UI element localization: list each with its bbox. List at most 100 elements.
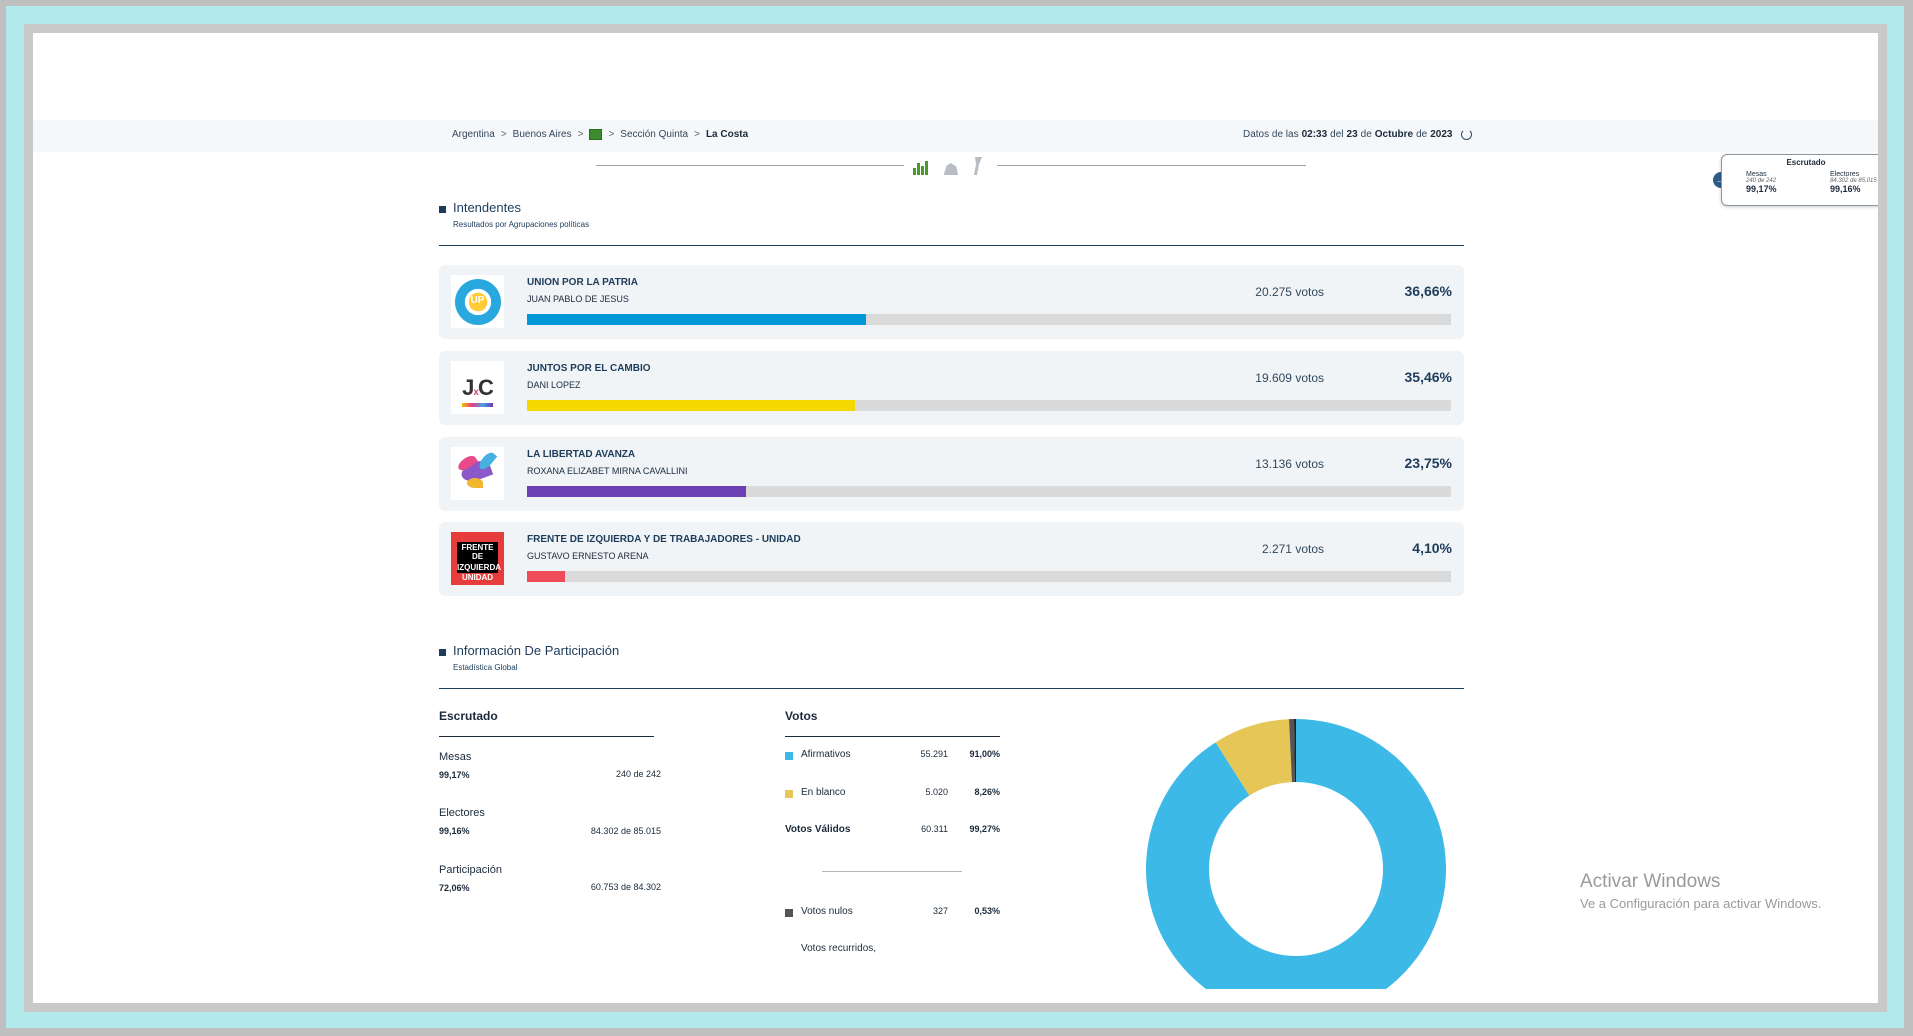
card-mesas-label: Mesas xyxy=(1746,171,1767,178)
fit-logo-line: FRENTE DE xyxy=(457,542,498,562)
electores-pct: 99,16% xyxy=(439,826,470,836)
jxc-c: C xyxy=(477,374,494,400)
party-logo xyxy=(451,447,504,500)
juntos-por-el-cambio-logo: JxC xyxy=(462,374,494,407)
donut-slice-otros[interactable] xyxy=(1294,719,1296,783)
candidate-name: DANI LOPEZ xyxy=(527,380,581,390)
breadcrumb-argentina[interactable]: Argentina xyxy=(452,129,495,140)
party-votes: 2.271 votos xyxy=(1261,542,1324,556)
en-blanco-pct: 8,26% xyxy=(974,787,1000,797)
section-divider xyxy=(439,688,1464,689)
card-electores-sub: 84.302 de 85.015 xyxy=(1830,178,1877,184)
party-name: UNION POR LA PATRIA xyxy=(527,277,638,288)
votos-title: Votos xyxy=(785,709,818,723)
party-name: LA LIBERTAD AVANZA xyxy=(527,449,636,460)
votos-divider xyxy=(785,736,1000,737)
country-map-icon[interactable] xyxy=(974,157,982,175)
card-electores: Electores 84.302 de 85.015 99,16% xyxy=(1830,171,1877,194)
party-logo: FRENTE DE IZQUIERDA UNIDAD xyxy=(451,532,504,585)
party-logo: UP xyxy=(451,275,504,328)
party-name: JUNTOS POR EL CAMBIO xyxy=(527,363,651,374)
card-mesas-sub: 240 de 242 xyxy=(1746,178,1777,184)
datos-prefix: Datos de las xyxy=(1243,129,1299,140)
fit-logo-line: UNIDAD xyxy=(461,573,494,582)
view-tabs xyxy=(913,157,982,175)
breadcrumb-seccion-quinta[interactable]: Sección Quinta xyxy=(620,129,689,140)
en-blanco-swatch xyxy=(785,790,793,798)
party-card[interactable]: FRENTE DE IZQUIERDA UNIDAD FRENTE DE IZQ… xyxy=(439,522,1464,596)
breadcrumb-separator: > xyxy=(500,129,507,140)
windows-activation-title: Activar Windows xyxy=(1580,871,1721,892)
en-blanco-row: En blanco 5.020 8,26% xyxy=(785,787,1000,801)
fit-logo-line: IZQUIERDA xyxy=(457,562,501,573)
votos-recurridos-row: Votos recurridos, xyxy=(785,943,1000,957)
party-logo: JxC xyxy=(451,361,504,414)
jxc-x: x xyxy=(473,386,478,398)
party-votes: 13.136 votos xyxy=(1255,457,1324,471)
votos-validos-label: Votos Válidos xyxy=(785,824,851,835)
escrutado-divider xyxy=(439,736,654,737)
section-bullet xyxy=(439,206,446,213)
jxc-stripe xyxy=(462,402,493,407)
afirmativos-num: 55.291 xyxy=(920,749,948,759)
votos-recurridos-label: Votos recurridos, xyxy=(801,943,877,954)
mesas-label: Mesas xyxy=(439,751,472,763)
datos-day: 23 xyxy=(1346,129,1358,140)
breadcrumb-buenos-aires[interactable]: Buenos Aires xyxy=(512,129,572,140)
afirmativos-label: Afirmativos xyxy=(801,749,851,760)
flag-icon[interactable] xyxy=(589,129,603,140)
map-icon[interactable] xyxy=(943,163,958,175)
participation-donut-chart xyxy=(1146,719,1446,989)
votos-nulos-num: 327 xyxy=(932,906,948,916)
card-title: Escrutado xyxy=(1786,158,1826,167)
votos-nulos-label: Votos nulos xyxy=(801,906,853,917)
datos-del: del xyxy=(1330,129,1344,140)
vote-bar-track xyxy=(527,314,1451,325)
page: Argentina > Buenos Aires > > Sección Qui… xyxy=(33,33,1878,1003)
breadcrumb-current: La Costa xyxy=(705,129,749,140)
section-subtitle: Estadística Global xyxy=(453,663,518,672)
votos-nulos-pct: 0,53% xyxy=(974,906,1000,916)
afirmativos-swatch xyxy=(785,752,793,760)
escrutado-summary-card: Escrutado Mesas 240 de 242 99,17% Electo… xyxy=(1721,154,1878,206)
up-logo-text: UP xyxy=(470,294,485,306)
vote-bar-fill xyxy=(527,571,565,582)
party-votes: 19.609 votos xyxy=(1255,371,1324,385)
frente-izquierda-logo: FRENTE DE IZQUIERDA UNIDAD xyxy=(451,532,504,585)
en-blanco-label: En blanco xyxy=(801,787,846,798)
votos-nulos-swatch xyxy=(785,909,793,917)
data-timestamp: Datos de las 02:33 del 23 de Octubre de … xyxy=(1243,129,1472,140)
bar-chart-icon[interactable] xyxy=(913,161,928,175)
section-title: Información De Participación xyxy=(453,643,620,658)
card-mesas-pct: 99,17% xyxy=(1746,184,1777,194)
votos-validos-num: 60.311 xyxy=(921,824,948,834)
electores-label: Electores xyxy=(439,807,485,819)
vote-bar-track xyxy=(527,486,1451,497)
card-electores-pct: 99,16% xyxy=(1830,184,1861,194)
candidate-name: JUAN PABLO DE JESUS xyxy=(527,294,629,304)
party-card[interactable]: UP UNION POR LA PATRIA JUAN PABLO DE JES… xyxy=(439,265,1464,339)
datos-de: de xyxy=(1416,129,1428,140)
party-card[interactable]: LA LIBERTAD AVANZA ROXANA ELIZABET MIRNA… xyxy=(439,437,1464,511)
refresh-icon[interactable] xyxy=(1460,129,1472,140)
party-card[interactable]: JxC JUNTOS POR EL CAMBIO DANI LOPEZ 19.6… xyxy=(439,351,1464,425)
party-votes: 20.275 votos xyxy=(1255,285,1324,299)
breadcrumb-separator: > xyxy=(577,129,584,140)
vote-bar-fill xyxy=(527,314,866,325)
donut-slice-en-blanco[interactable] xyxy=(1215,719,1292,796)
party-pct: 35,46% xyxy=(1404,369,1452,385)
donut-slice-afirmativos[interactable] xyxy=(1146,719,1446,989)
breadcrumb: Argentina > Buenos Aires > > Sección Qui… xyxy=(452,129,748,140)
candidate-name: GUSTAVO ERNESTO ARENA xyxy=(527,551,649,561)
jxc-j: J xyxy=(462,374,474,400)
mesas-pct: 99,17% xyxy=(439,770,470,780)
datos-year: 2023 xyxy=(1430,129,1453,140)
donut-svg xyxy=(1146,719,1446,989)
top-bar: Argentina > Buenos Aires > > Sección Qui… xyxy=(33,120,1878,152)
vote-bar-track xyxy=(527,400,1451,411)
vote-bar-fill xyxy=(527,486,747,497)
participacion-label: Participación xyxy=(439,864,502,876)
donut-slice-votos-nulos[interactable] xyxy=(1289,719,1295,783)
section-divider xyxy=(439,245,1464,246)
vote-bar-track xyxy=(527,571,1451,582)
